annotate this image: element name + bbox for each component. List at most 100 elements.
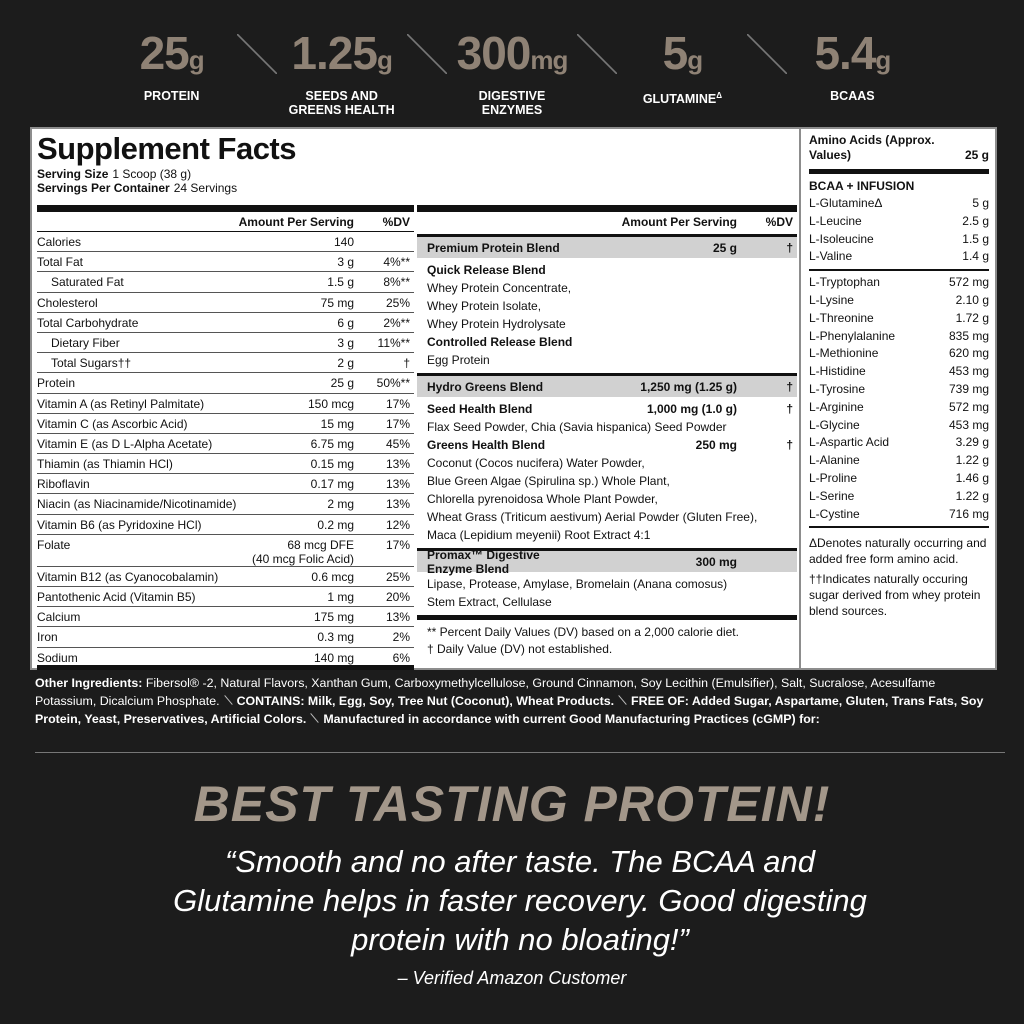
amino-name: L-Methionine (809, 346, 879, 361)
amino-name: L-Phenylalanine (809, 328, 896, 343)
amino-amount: 620 mg (948, 346, 989, 361)
amino-row: L-GlutamineΔ 5 g (809, 195, 989, 213)
blend-body: Lipase, Protease, Amylase, Bromelain (An… (417, 572, 797, 613)
amino-name: L-Leucine (809, 213, 862, 228)
nutrient-name: Calories (37, 235, 82, 249)
amino-name: L-Tyrosine (809, 381, 866, 396)
value: 25 (139, 27, 190, 79)
nutrient-row: Cholesterol 75 mg 25% (37, 293, 414, 313)
label: SEEDS AND GREENS HEALTH (288, 89, 395, 117)
amount-note: (40 mcg Folic Acid) (251, 551, 354, 566)
amount: 0.2 mg (244, 518, 354, 532)
stat: 300mg DIGESTIVE ENZYMES (453, 28, 572, 117)
table-header: Amount Per Serving %DV (37, 212, 414, 232)
stat: 1.25g SEEDS AND GREENS HEALTH (283, 28, 401, 117)
amino-row: L-Lysine 2.10 g (809, 292, 989, 310)
amount: 150 mcg (244, 397, 354, 411)
amino-title: Amino Acids (Approx. Values) 25 g (809, 133, 989, 163)
col-amount: Amount Per Serving (621, 215, 737, 229)
dv: 17% (385, 537, 410, 552)
label: GLUTAMINE (642, 92, 717, 107)
ingredients-text: Fibersol® -2, Natural Flavors, Xanthan G… (35, 676, 936, 708)
stat-value: 25g (117, 28, 227, 85)
amount: 175 mg (244, 610, 354, 624)
amino-amount: 739 mg (948, 381, 989, 396)
separator (618, 695, 627, 705)
amino-row: L-Proline 1.46 g (809, 470, 989, 488)
amount-value: 25 g (330, 376, 354, 391)
dv: † (786, 240, 793, 255)
dv: 13% (385, 457, 410, 472)
nutrient-name: Vitamin C (as Ascorbic Acid) (37, 416, 188, 431)
note: ††Indicates naturally occuring sugar der… (809, 572, 981, 619)
mark: Δ (716, 91, 722, 100)
amino-name: L-Cystine (809, 506, 860, 521)
amino-row: L-Leucine 2.5 g (809, 213, 989, 231)
sub-blend: Seed Health Blend 1,000 mg (1.0 g) † (417, 400, 797, 418)
sub-name: Seed Health Blend (427, 402, 533, 416)
nutrient-name: Thiamin (as Thiamin HCl) (37, 457, 173, 472)
dv: 17% (385, 416, 410, 431)
amount-value: 68 mcg DFE (287, 537, 354, 552)
nutrient-name: Vitamin E (as D L-Alpha Acetate) (37, 436, 213, 451)
nutrient-name: Pantothenic Acid (Vitamin B5) (37, 590, 196, 604)
amino-amount: 572 mg (948, 399, 989, 414)
amino-name: L-Tryptophan (809, 275, 880, 290)
nutrient-row: Vitamin E (as D L-Alpha Acetate) 6.75 mg 4… (37, 434, 414, 455)
amino-row: L-Threonine 1.72 g (809, 310, 989, 328)
amino-amount: 2.5 g (962, 213, 989, 228)
amount: 75 mg (244, 296, 354, 310)
amino-row: L-Methionine 620 mg (809, 345, 989, 363)
amino-name: L-Valine (809, 249, 853, 264)
dv: 20% (385, 590, 410, 604)
unit: g (687, 45, 703, 75)
dv: 4%** (383, 255, 410, 270)
blend-header: Hydro Greens Blend 1,250 mg (1.25 g) † (417, 373, 797, 397)
amount: 15 mg (244, 417, 354, 431)
nutrient-row: Calcium 175 mg 13% (37, 607, 414, 628)
ingredient-line: Coconut (Cocos nucifera) Water Powder, (427, 456, 645, 470)
separator (577, 34, 618, 74)
nutrient-row: Vitamin B6 (as Pyridoxine HCl) 0.2 mg 12% (37, 515, 414, 535)
dv: 25% (385, 569, 410, 584)
nutrient-row: Vitamin B12 (as Cyanocobalamin) 0.6 mcg 25… (37, 567, 414, 587)
dv: 8%** (383, 275, 410, 290)
amino-name: L-Histidine (809, 364, 866, 379)
amount-value: 150 mcg (307, 396, 354, 411)
amount: 0.17 mg (244, 477, 354, 491)
amino-row: L-Isoleucine 1.5 g (809, 231, 989, 249)
stat: 5g GLUTAMINEΔ (623, 28, 741, 106)
amount-value: 3 g (337, 255, 354, 270)
amount: 0.6 mcg (244, 570, 354, 584)
amino-row: L-Aspartic Acid 3.29 g (809, 434, 989, 452)
nutrient-row: Protein 25 g 50%** (37, 373, 414, 394)
amino-amount: 2.10 g (955, 292, 989, 307)
amount-value: 0.2 mg (317, 517, 354, 532)
separator (310, 713, 320, 723)
nutrient-table: Amount Per Serving %DV Calories 140 Total Fa… (37, 205, 414, 670)
dv: † (786, 402, 793, 416)
nutrient-row: Niacin (as Niacinamide/Nicotinamide) 2 mg… (37, 494, 414, 515)
ingredient-line: Egg Protein (427, 353, 490, 367)
nutrient-name: Vitamin B6 (as Pyridoxine HCl) (37, 517, 202, 532)
amino-row: L-Serine 1.22 g (809, 488, 989, 506)
dv: 2%** (383, 315, 410, 330)
amount-value: 0.6 mcg (311, 569, 354, 584)
amino-name: L-Isoleucine (809, 231, 874, 246)
stat-value: 1.25g (287, 28, 397, 85)
amino-amount: 1.46 g (955, 470, 989, 485)
statement: CONTAINS: Milk, Egg, Soy, Tree Nut (Coco… (236, 694, 615, 708)
amount: 140 (244, 235, 354, 249)
supplement-facts: Supplement Facts Serving Size 1 Scoop (38… (30, 127, 997, 670)
dv: † (786, 438, 793, 452)
sub-amount: 250 mg (695, 438, 737, 452)
facts-header: Supplement Facts Serving Size 1 Scoop (38… (37, 131, 297, 195)
amino-name: L-GlutamineΔ (809, 196, 883, 210)
nutrient-row: Dietary Fiber 3 g 11%** (37, 333, 414, 354)
separator (223, 695, 233, 705)
dv: 6% (392, 650, 410, 665)
amino-name: L-Alanine (809, 453, 860, 468)
blend-name: Premium Protein Blend (427, 240, 560, 255)
value: 1 Scoop (38 g) (112, 167, 192, 181)
